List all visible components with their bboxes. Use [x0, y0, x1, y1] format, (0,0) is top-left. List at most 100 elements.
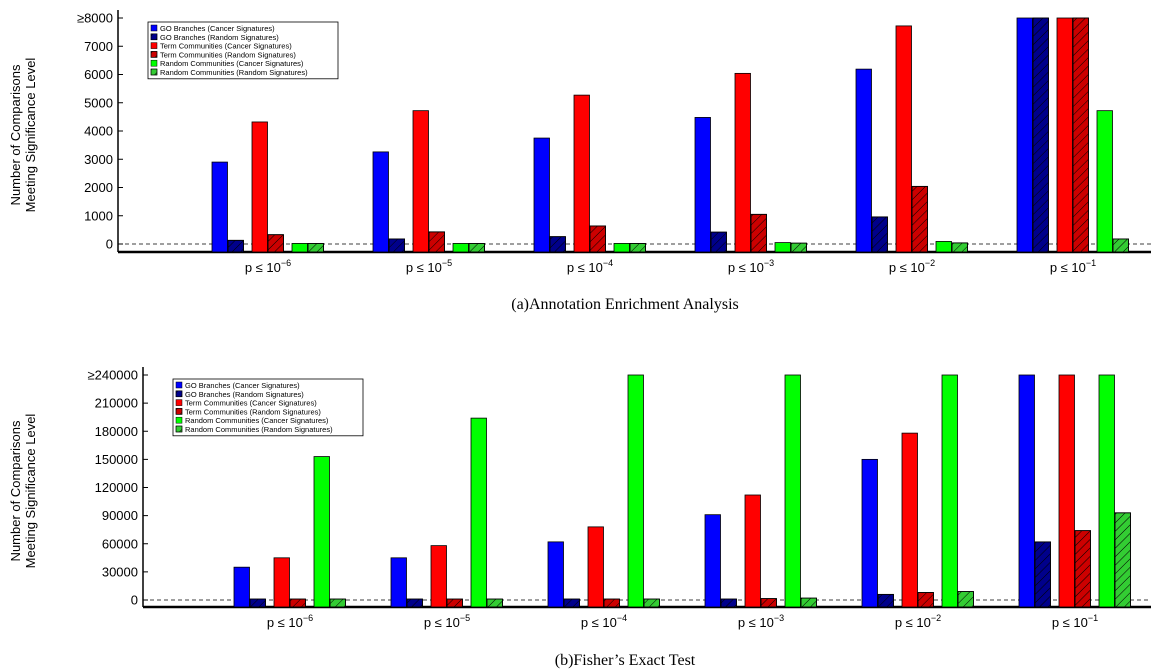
y-tick-label: 60000 — [102, 536, 138, 551]
bar-hatch-1-4 — [289, 598, 306, 608]
bar-5-5 — [935, 241, 952, 253]
x-tick-label: p ≤ 10−4 — [567, 258, 613, 275]
legend-swatch-hatch — [175, 408, 183, 415]
legend-swatch-hatch — [175, 390, 183, 398]
bar-hatch-2-4 — [428, 231, 445, 253]
bar-hatch-4-4 — [760, 598, 777, 608]
bar-hatch-5-6 — [951, 242, 968, 253]
legend-swatch — [150, 42, 158, 49]
bar-3-3 — [587, 526, 604, 608]
bar-1-3 — [273, 557, 290, 608]
bar-hatch-3-6 — [643, 598, 660, 608]
chart-panel-2: 0 30000 60000 90000 120000 150000 180000 210000… — [8, 367, 1151, 669]
bar-3-5 — [613, 243, 630, 253]
bar-hatch-6-6 — [1112, 238, 1129, 253]
chart-panel-1: 0 1000 2000 3000 4000 5000 6000 7000 ≥8000 Number… — [8, 10, 1151, 313]
bar-6-5 — [1098, 374, 1115, 608]
bar-hatch-6-4 — [1072, 17, 1089, 253]
legend-swatch-hatch — [150, 33, 158, 41]
x-tick-label: p ≤ 10−2 — [895, 613, 941, 630]
legend-label: Term Communities (Random Signatures) — [160, 50, 296, 59]
x-tick-label: p ≤ 10−4 — [581, 613, 627, 630]
y-tick-label: ≥240000 — [87, 368, 138, 383]
bar-hatch-5-2 — [877, 593, 894, 608]
bar-6-1 — [1018, 374, 1035, 608]
x-tick-label: p ≤ 10−3 — [728, 258, 774, 275]
bar-3-3 — [573, 94, 590, 253]
figure-caption: (b)Fisher’s Exact Test — [555, 652, 696, 669]
y-tick-label: 0 — [106, 237, 113, 252]
bar-5-1 — [855, 68, 872, 253]
bar-hatch-2-6 — [468, 243, 485, 253]
legend-label: Random Communities (Cancer Signatures) — [160, 59, 304, 68]
bar-hatch-6-4 — [1074, 530, 1091, 608]
legend-box — [172, 378, 364, 437]
x-tick-label: p ≤ 10−6 — [245, 258, 291, 275]
y-tick-label: 30000 — [102, 564, 138, 579]
bar-2-3 — [430, 545, 447, 608]
y-tick-label: 150000 — [95, 452, 138, 467]
bar-5-5 — [941, 374, 958, 608]
legend-swatch — [175, 381, 183, 389]
legend-swatch — [150, 59, 158, 67]
y-tick-label: 3000 — [84, 152, 113, 167]
legend-swatch — [175, 416, 183, 424]
legend-label: GO Branches (Cancer Signatures) — [185, 381, 300, 390]
bar-4-5 — [774, 242, 791, 253]
bar-hatch-6-2 — [1032, 17, 1049, 253]
bar-4-3 — [744, 494, 761, 608]
figure-caption: (a)Annotation Enrichment Analysis — [511, 296, 739, 313]
legend-swatch-hatch — [150, 68, 158, 76]
legend-swatch-hatch — [150, 51, 158, 58]
bar-hatch-1-2 — [249, 598, 266, 608]
bar-6-3 — [1058, 374, 1075, 608]
bar-1-1 — [233, 566, 250, 608]
bar-3-1 — [533, 137, 550, 253]
x-tick-label: p ≤ 10−5 — [424, 613, 470, 630]
bar-2-3 — [412, 110, 429, 253]
bar-6-3 — [1056, 17, 1073, 253]
bar-1-5 — [313, 456, 330, 608]
bar-hatch-4-6 — [790, 242, 807, 253]
y-tick-label: 7000 — [84, 39, 113, 54]
bar-hatch-4-4 — [750, 213, 767, 253]
legend-swatch — [175, 399, 183, 406]
bar-hatch-3-2 — [563, 598, 580, 608]
bar-hatch-4-2 — [720, 598, 737, 608]
x-tick-label: p ≤ 10−5 — [406, 258, 452, 275]
bar-hatch-2-4 — [446, 598, 463, 608]
x-tick-label: p ≤ 10−2 — [889, 258, 935, 275]
bar-4-5 — [784, 374, 801, 608]
bar-hatch-1-6 — [329, 598, 346, 608]
bar-hatch-1-2 — [227, 239, 244, 253]
y-tick-label: 180000 — [95, 424, 138, 439]
y-axis-label: Number of ComparisonsMeeting Significanc… — [8, 58, 38, 213]
legend-label: Random Communities (Random Signatures) — [185, 425, 333, 434]
legend-swatch-hatch — [175, 425, 183, 433]
y-tick-label: 90000 — [102, 508, 138, 523]
x-tick-label: p ≤ 10−3 — [738, 613, 784, 630]
legend-box — [147, 21, 339, 80]
bar-hatch-5-6 — [957, 591, 974, 608]
legend-swatch — [150, 24, 158, 32]
legend-label: Term Communities (Cancer Signatures) — [185, 399, 317, 408]
bar-5-1 — [861, 458, 878, 608]
legend: GO Branches (Cancer Signatures)GO Branch… — [172, 378, 364, 437]
y-tick-label: 5000 — [84, 95, 113, 110]
y-tick-label: 0 — [131, 593, 138, 608]
x-tick-label: p ≤ 10−6 — [267, 613, 313, 630]
legend-label: Term Communities (Random Signatures) — [185, 407, 321, 416]
bar-hatch-6-2 — [1034, 541, 1051, 608]
y-tick-label: 120000 — [95, 480, 138, 495]
y-tick-label: 4000 — [84, 124, 113, 139]
y-tick-label: ≥8000 — [77, 11, 113, 26]
bar-hatch-6-6 — [1114, 512, 1131, 608]
bar-4-3 — [734, 72, 751, 253]
bar-hatch-1-4 — [267, 234, 284, 253]
bar-2-1 — [390, 557, 407, 608]
legend-label: GO Branches (Random Signatures) — [185, 390, 304, 399]
bar-hatch-3-4 — [589, 225, 606, 253]
bar-hatch-5-4 — [911, 185, 928, 253]
bar-5-3 — [895, 25, 912, 253]
